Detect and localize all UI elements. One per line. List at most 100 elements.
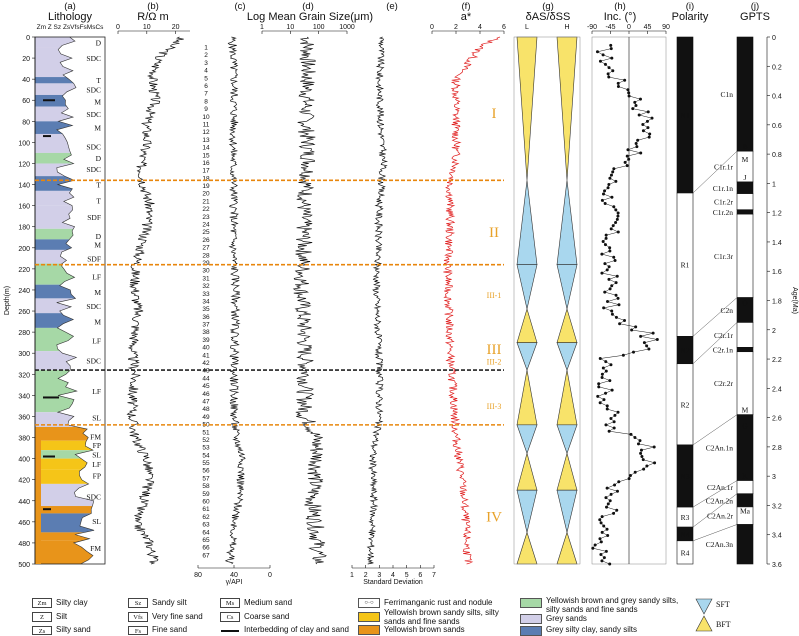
stage-label: IV xyxy=(486,510,502,526)
inclination-point xyxy=(645,344,649,348)
gpts-event-label: O xyxy=(742,299,748,308)
sample-number: 13 xyxy=(202,137,210,144)
panel-i-title: Polarity xyxy=(671,11,709,23)
inclination-point xyxy=(633,100,637,104)
inclination-point xyxy=(612,167,616,171)
inclination-point xyxy=(616,85,620,89)
grain-size-curve-tick-label: 1 xyxy=(260,24,264,31)
sample-number: 39 xyxy=(202,337,210,344)
inclination-point xyxy=(635,145,639,149)
sample-number: 1 xyxy=(204,45,208,52)
stage-label: II xyxy=(489,225,499,241)
gpts-event-label: B xyxy=(742,142,747,151)
inclination-point xyxy=(598,518,602,522)
lithology-unit-label: SDC xyxy=(86,165,101,174)
lithology-unit-label: SDC xyxy=(86,357,101,366)
inclination-point xyxy=(636,138,640,142)
age-axis-label: Age(Ma) xyxy=(791,287,798,314)
inclination-point xyxy=(615,489,619,493)
gpts-chron xyxy=(736,193,754,211)
lith-block xyxy=(35,458,105,470)
lithology-unit-label: M xyxy=(94,124,101,133)
std-dev-curve-tick-label: 2 xyxy=(364,572,368,579)
gamma-curve-tick-label: 0 xyxy=(268,572,272,579)
sequence-triangle xyxy=(556,342,578,371)
sample-number: 38 xyxy=(202,329,210,336)
inclination-point xyxy=(609,173,613,177)
lith-block xyxy=(35,450,105,459)
inclination-point xyxy=(599,540,603,544)
a-star-curve-tick-label: 2 xyxy=(454,24,458,31)
inclination-point xyxy=(639,151,643,155)
lithology-unit-label: M xyxy=(94,318,101,327)
legend-text-fs: Fine sand xyxy=(152,625,188,634)
sample-number: 60 xyxy=(202,498,210,505)
inclination-point xyxy=(648,132,652,136)
std-dev-axis-label: Standard Deviation xyxy=(363,579,423,586)
age-tick-label: 2.2 xyxy=(772,357,782,364)
gpts-chron-label: C2An.1n xyxy=(706,444,734,453)
lithology-unit-label: SL xyxy=(92,517,101,526)
inclination-point xyxy=(634,104,638,108)
age-tick-label: 1.2 xyxy=(772,211,782,218)
polarity-zone xyxy=(676,540,694,565)
grain-size-curve-tick-label: 10 xyxy=(286,24,294,31)
panel-e-letter: (e) xyxy=(386,1,398,12)
inclination-point xyxy=(604,496,608,500)
inclination-point xyxy=(609,492,613,496)
correlation-line xyxy=(692,414,738,446)
legend-text-lilac: Grey sands xyxy=(546,614,587,623)
sample-number: 26 xyxy=(202,237,210,244)
inclination-point xyxy=(604,549,608,553)
sample-number: 57 xyxy=(202,475,210,482)
inclination-point xyxy=(613,413,617,417)
sample-number: 63 xyxy=(202,522,210,529)
inclination-point xyxy=(609,363,613,367)
age-tick-label: 2 xyxy=(772,328,776,335)
gpts-event-label: G xyxy=(742,422,748,431)
sample-number: 37 xyxy=(202,322,210,329)
polarity-label: N3 xyxy=(680,472,689,481)
sample-number: 14 xyxy=(202,145,210,152)
panel-d-letter: (d) xyxy=(302,1,314,12)
sample-number: 23 xyxy=(202,214,210,221)
inclination-point xyxy=(605,527,609,531)
inclination-point xyxy=(608,562,612,566)
sample-number: 22 xyxy=(202,206,210,213)
panel-g-title: δAS/δSS xyxy=(525,11,571,23)
legend-code-sz: Sz xyxy=(128,598,148,608)
lithology-unit-label: T xyxy=(96,76,101,85)
inclination-point xyxy=(611,170,615,174)
depth-tick-label: 440 xyxy=(18,499,30,506)
sample-number: 27 xyxy=(202,245,210,252)
sample-number: 35 xyxy=(202,306,210,313)
sample-number: 9 xyxy=(204,106,208,113)
inclination-point xyxy=(606,72,610,76)
lithology-unit-label: SL xyxy=(92,450,101,459)
panel-f-letter: (f) xyxy=(461,1,471,12)
resistivity-curve-tick-label: 0 xyxy=(116,24,120,31)
sequence-triangle xyxy=(556,531,578,565)
gpts-chron-label: C1n xyxy=(720,90,733,99)
gpts-chron-label: C2An.2n xyxy=(706,496,734,505)
inclination-point xyxy=(641,458,645,462)
sample-number: 11 xyxy=(203,121,210,128)
lithology-unit-label: D xyxy=(96,38,102,47)
lith-block xyxy=(35,440,105,451)
polarity-label: N1 xyxy=(680,111,689,120)
sample-number: 40 xyxy=(202,345,210,352)
age-tick-label: 1.6 xyxy=(772,269,782,276)
inclination-point xyxy=(602,524,606,528)
grain-size-profile xyxy=(56,37,105,564)
inclination-point xyxy=(627,94,631,98)
inclination-point xyxy=(599,521,603,525)
sample-number: 6 xyxy=(204,83,208,90)
legend-text-sft: SFT xyxy=(716,600,730,609)
std-dev-curve-tick-label: 5 xyxy=(405,572,409,579)
stage-boundaries xyxy=(35,179,504,426)
inclination-point xyxy=(633,470,637,474)
depth-tick-label: 380 xyxy=(18,436,30,443)
inclination-point xyxy=(600,271,604,275)
depth-tick-label: 100 xyxy=(18,140,30,147)
sample-number: 30 xyxy=(202,268,210,275)
